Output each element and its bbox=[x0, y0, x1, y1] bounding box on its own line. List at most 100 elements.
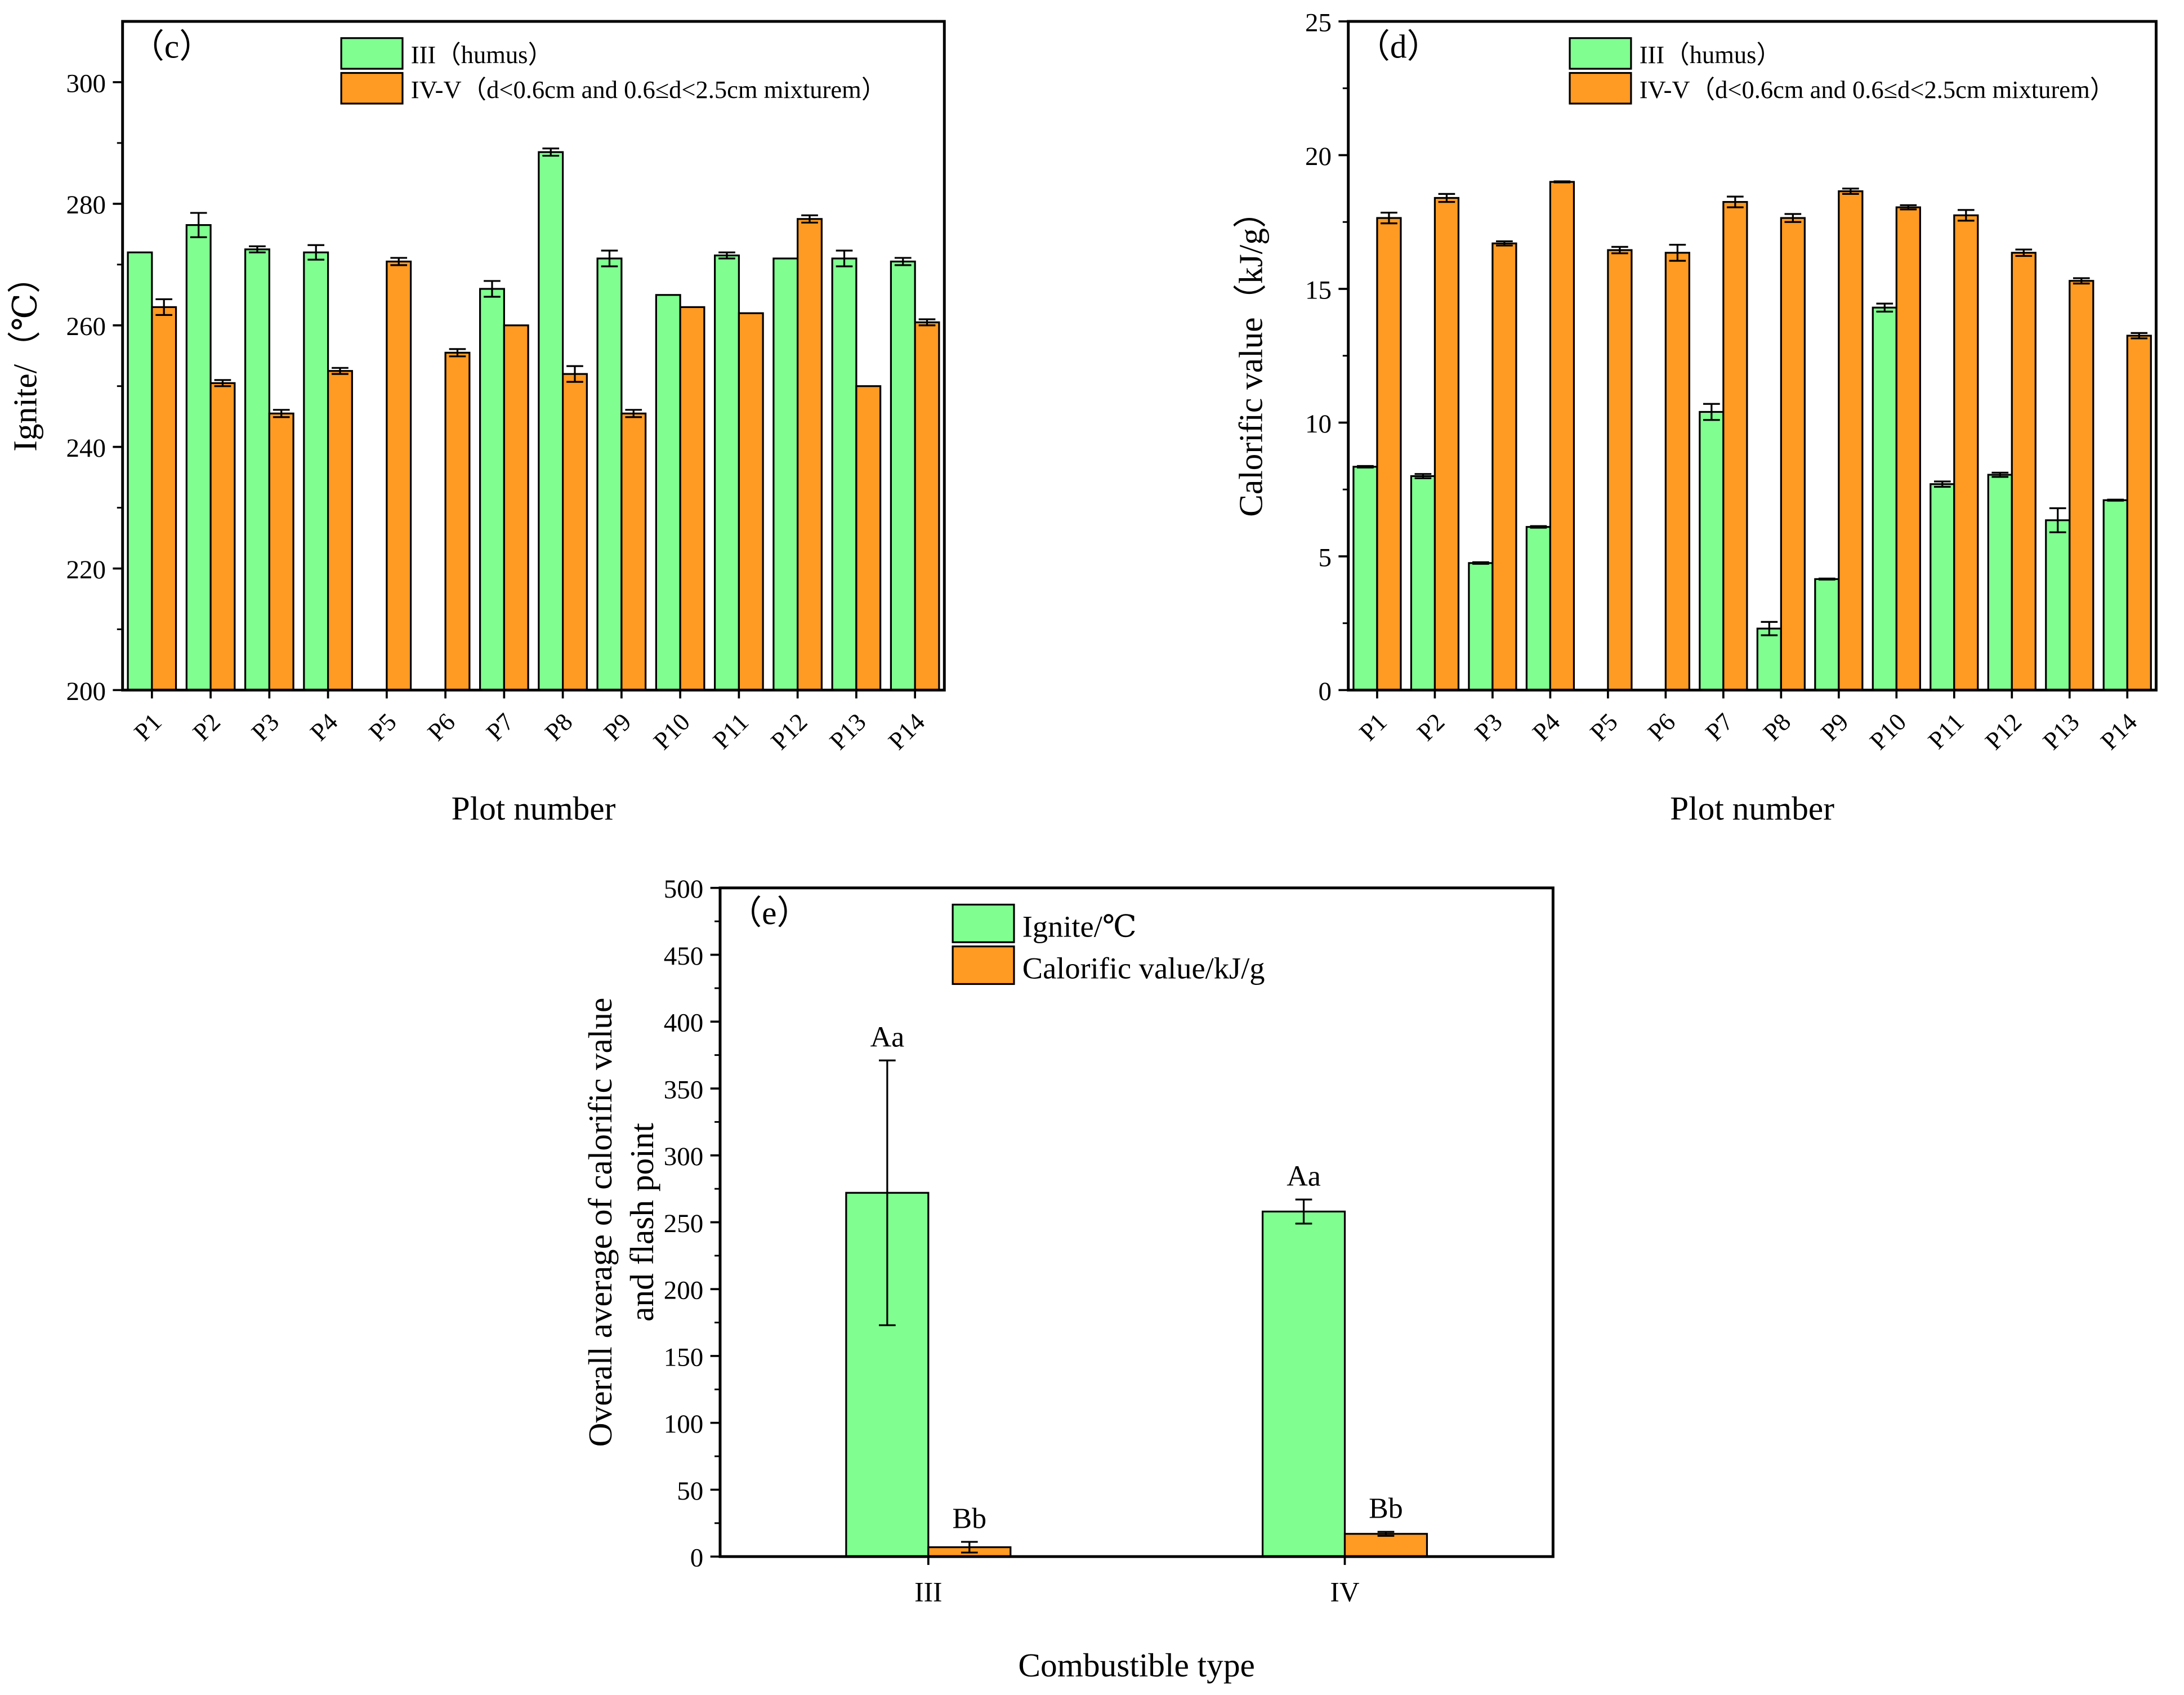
error-bar bbox=[2107, 498, 2124, 502]
x-tick-label: P4 bbox=[1527, 708, 1566, 747]
bar-green bbox=[890, 260, 916, 692]
chart-panel-0: P1 P2 P3 P4 P5 P6 P7 P8 P9 P10 P11 P12 P13 P14 200 220 2… bbox=[6, 20, 946, 827]
bar-orange bbox=[151, 306, 177, 692]
bar-green bbox=[1352, 466, 1378, 692]
error-bar bbox=[307, 244, 325, 261]
x-tick-label: P6 bbox=[1642, 708, 1681, 747]
bar-orange bbox=[1722, 201, 1748, 692]
error-bar bbox=[1381, 212, 1397, 225]
bar-orange bbox=[1607, 249, 1633, 692]
error-bar bbox=[1530, 525, 1547, 529]
panel-label: （c） bbox=[131, 28, 213, 65]
y-tick-label: 150 bbox=[664, 1342, 704, 1372]
bar-orange bbox=[268, 412, 294, 692]
error-bar bbox=[1438, 193, 1455, 203]
bar-green bbox=[1410, 475, 1436, 692]
bar-green bbox=[596, 257, 623, 692]
y-tick-label: 280 bbox=[66, 190, 106, 220]
bar-green bbox=[2045, 519, 2071, 692]
error-bar bbox=[836, 249, 853, 267]
bar-orange bbox=[855, 385, 882, 692]
y-tick-label: 220 bbox=[66, 555, 106, 585]
bar-orange bbox=[1376, 217, 1402, 692]
y-tick-label: 50 bbox=[677, 1477, 703, 1506]
error-bar bbox=[1761, 621, 1778, 636]
x-tick-label: P11 bbox=[707, 708, 754, 755]
error-bar bbox=[1957, 209, 1975, 222]
legend-swatch bbox=[340, 37, 404, 70]
bar-green bbox=[714, 255, 740, 692]
data-label: Aa bbox=[1287, 1160, 1321, 1192]
bar-orange bbox=[1895, 206, 1921, 692]
error-bar bbox=[1472, 561, 1489, 565]
y-tick-label: 0 bbox=[1319, 677, 1332, 706]
y-tick-label: 5 bbox=[1319, 543, 1332, 572]
x-tick-label: P14 bbox=[2095, 708, 2142, 755]
error-bar bbox=[249, 245, 266, 253]
bar-green bbox=[1468, 562, 1494, 692]
bar-green bbox=[1987, 474, 2013, 692]
error-bar bbox=[1553, 180, 1571, 184]
x-tick-label: P5 bbox=[363, 708, 402, 747]
bar-green bbox=[655, 294, 681, 692]
plot-frame bbox=[1347, 20, 2158, 692]
error-bar bbox=[1876, 302, 1893, 313]
bar-orange bbox=[1433, 197, 1460, 692]
y-tick-label: 500 bbox=[664, 875, 704, 904]
x-axis-title: Plot number bbox=[1670, 790, 1834, 827]
bar-orange bbox=[679, 306, 705, 692]
error-bar bbox=[273, 409, 290, 418]
legend-swatch bbox=[952, 945, 1015, 985]
bar-orange bbox=[1838, 190, 1864, 692]
x-tick-label: P6 bbox=[422, 708, 461, 747]
y-tick-label: 200 bbox=[664, 1276, 704, 1305]
x-tick-label: P9 bbox=[1815, 708, 1854, 747]
bar-orange bbox=[1780, 217, 1806, 692]
y-tick-label: 10 bbox=[1305, 409, 1332, 439]
legend-label: III（humus） bbox=[1640, 41, 1781, 69]
x-tick-label: P10 bbox=[648, 708, 695, 755]
bar-green bbox=[1699, 411, 1725, 692]
x-axis-title: Combustible type bbox=[1018, 1647, 1254, 1684]
x-tick-label: P10 bbox=[1864, 708, 1911, 755]
x-tick-label: P2 bbox=[1412, 708, 1450, 747]
y-axis-title: Calorific value（kJ/g） bbox=[1232, 195, 1269, 517]
x-tick-label: P8 bbox=[1758, 708, 1797, 747]
x-tick-label: P12 bbox=[765, 708, 812, 755]
error-bar bbox=[718, 251, 735, 260]
data-label: Bb bbox=[952, 1502, 986, 1535]
y-tick-label: 200 bbox=[66, 677, 106, 706]
bar-orange bbox=[620, 412, 647, 692]
y-tick-label: 20 bbox=[1305, 142, 1332, 171]
bar-orange bbox=[444, 351, 471, 692]
bar-orange bbox=[1953, 214, 1979, 692]
bar-green bbox=[1525, 526, 1552, 692]
error-bar bbox=[601, 249, 618, 267]
error-bar bbox=[1669, 244, 1686, 262]
bar-green bbox=[2102, 499, 2128, 692]
bar-green bbox=[244, 248, 270, 692]
x-tick-label: P7 bbox=[481, 708, 520, 747]
y-tick-label: 450 bbox=[664, 942, 704, 971]
y-tick-label: 260 bbox=[66, 312, 106, 341]
bar-green bbox=[1756, 627, 1782, 692]
y-tick-label: 25 bbox=[1305, 8, 1332, 37]
error-bar bbox=[1991, 471, 2009, 478]
bar-green bbox=[1261, 1210, 1346, 1558]
x-tick-label: P13 bbox=[824, 708, 871, 755]
error-bar bbox=[1611, 246, 1628, 255]
bar-green bbox=[127, 251, 153, 692]
error-bar bbox=[1295, 1198, 1312, 1225]
error-bar bbox=[2049, 507, 2066, 533]
legend-swatch bbox=[1569, 37, 1632, 70]
y-tick-label: 300 bbox=[664, 1142, 704, 1171]
y-tick-label: 0 bbox=[690, 1544, 704, 1573]
error-bar bbox=[155, 298, 173, 316]
legend-label: IV-V（d<0.6cm and 0.6≤d<2.5cm mixturem） bbox=[411, 75, 887, 104]
y-tick-label: 15 bbox=[1305, 275, 1332, 305]
bar-orange bbox=[1491, 242, 1517, 692]
y-tick-label: 400 bbox=[664, 1009, 704, 1038]
chart-panel-1: P1 P2 P3 P4 P5 P6 P7 P8 P9 P10 P11 P12 P13 P14 0 5 10 15 2… bbox=[1232, 8, 2158, 827]
x-tick-label: P14 bbox=[883, 708, 930, 755]
